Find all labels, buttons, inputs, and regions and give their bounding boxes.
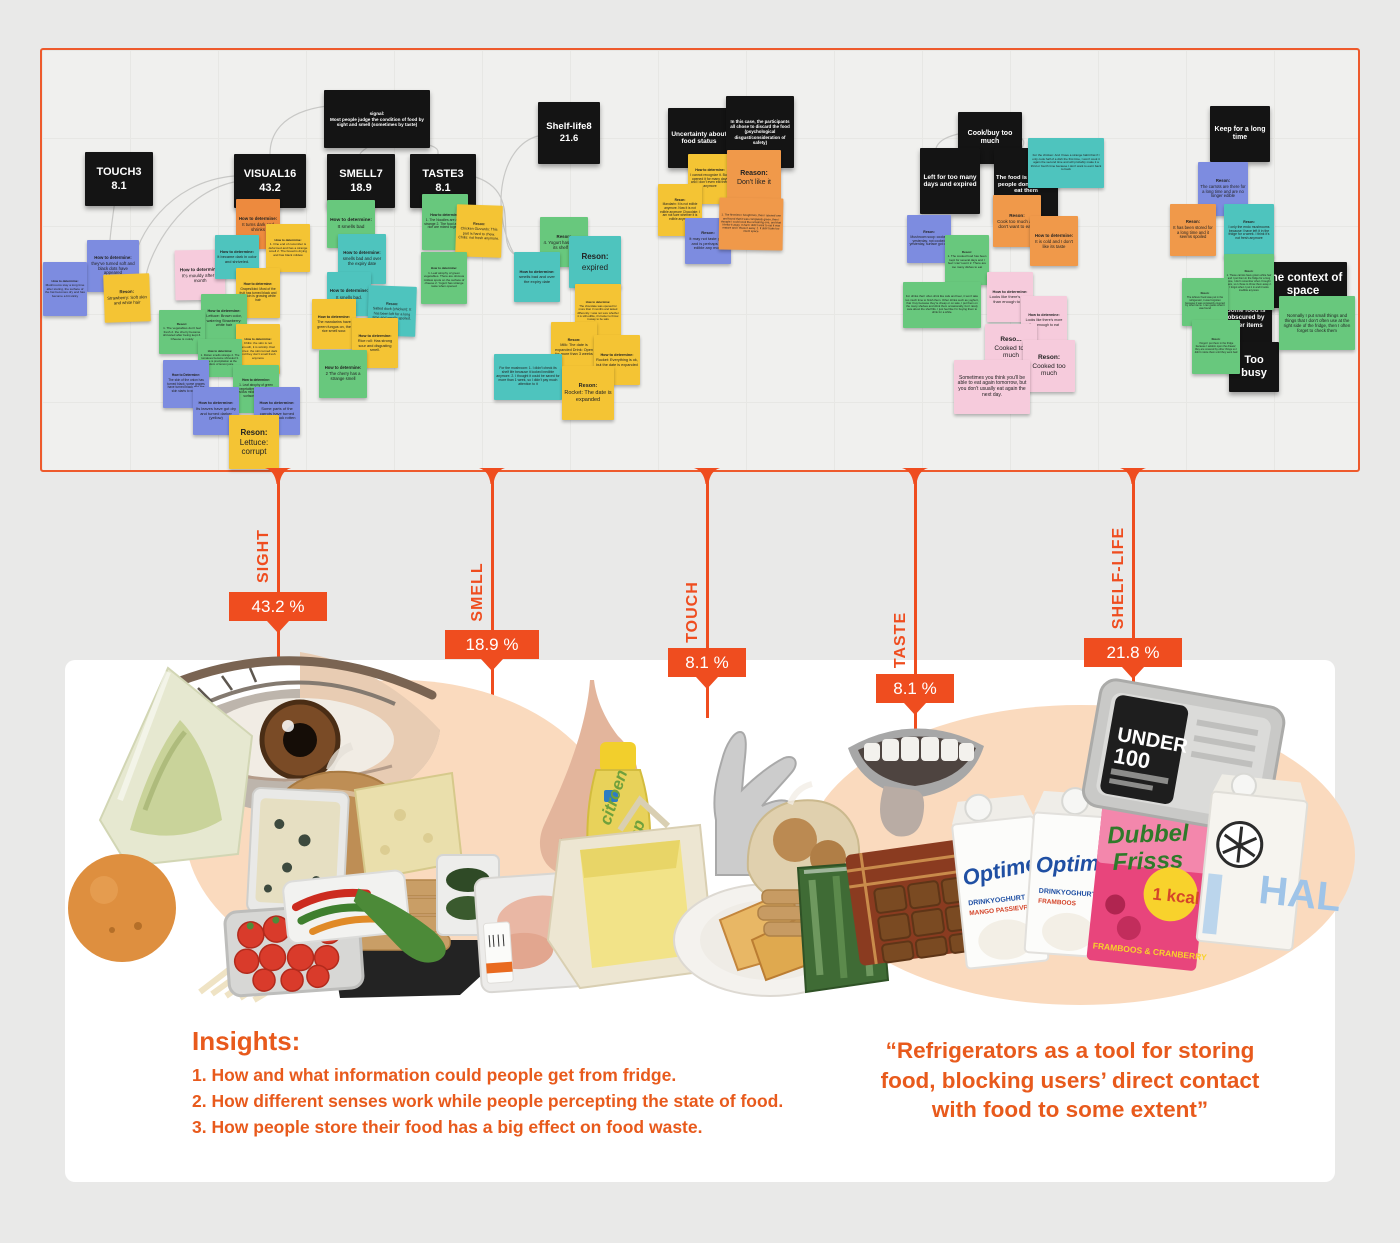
percentage-badge: 8.1 % xyxy=(668,648,746,677)
sticky-note: Reson: Mushroom soup: cooked yesterday, n… xyxy=(907,215,951,263)
svg-text:HAL: HAL xyxy=(1257,868,1343,920)
sense-label: TOUCH xyxy=(684,581,701,643)
sense-line xyxy=(1131,468,1135,702)
sticky-note: How to determine: Rocket: Everything is o… xyxy=(594,335,640,385)
sticky-note: How to determine: 1. One end of cucumber … xyxy=(266,224,310,272)
category-note: signal: Most people judge the condition o… xyxy=(324,90,430,148)
orange-fruit xyxy=(68,854,176,962)
sticky-note: Normally I put small things and things t… xyxy=(1279,296,1355,350)
category-note: Keep for a long time xyxy=(1210,106,1270,162)
sticky-note: How to determine: Mushrooms stay a long t… xyxy=(43,262,87,316)
food-collage: citroen sap xyxy=(68,652,1355,1005)
sticky-note: Reson: Chicken Gizzards: This part is har… xyxy=(455,204,503,258)
mouth-illustration xyxy=(848,728,984,837)
percentage-badge: 43.2 % xyxy=(229,592,327,621)
sense-line xyxy=(490,468,494,702)
sticky-note: Reson: It has been stored for a long time… xyxy=(1170,204,1216,256)
quote-block: “Refrigerators as a tool for storing foo… xyxy=(835,1036,1305,1125)
sticky-note: How to determine: Looks like there's more… xyxy=(1021,296,1067,344)
sticky-note: Reson: Strawberry: Soft skin and white ha… xyxy=(103,273,151,323)
sticky-note: Reson: 1. The vegetables don't feel fresh… xyxy=(159,310,205,354)
sticky-note: Reson: I only the endo mushrooms because … xyxy=(1224,204,1274,258)
sticky-note: Reson: Cooked too much xyxy=(1023,340,1075,392)
sticky-note: Reson: 1. The cooked food has been kept f… xyxy=(945,235,989,285)
sticky-note: Reson: The leftover food was put in the r… xyxy=(1182,278,1228,326)
butter-block xyxy=(546,795,717,990)
sticky-note: Reson: expired xyxy=(569,236,621,288)
sticky-note: How to determine: smells bad and over the… xyxy=(514,252,560,302)
badge-tail xyxy=(1122,667,1144,679)
sticky-note: Reson: Lettuce: corrupt xyxy=(229,415,279,469)
svg-text:Dubbel: Dubbel xyxy=(1107,819,1191,849)
sticky-note: For the chicken: And I have a strange ha… xyxy=(1028,138,1104,188)
badge-tail xyxy=(481,659,503,671)
insight-item: 3. How people store their food has a big… xyxy=(192,1117,703,1137)
sense-label: SMELL xyxy=(469,562,486,622)
sticky-note: Reason: Don't like it xyxy=(727,150,781,206)
insights-block: Insights: 1. How and what information co… xyxy=(192,1026,832,1138)
badge-tail xyxy=(696,677,718,689)
category-note: TOUCH3 8.1 xyxy=(85,152,153,206)
badge-tail xyxy=(267,621,289,633)
sticky-note: How to determine: The mandarins have gree… xyxy=(312,299,356,349)
percentage-badge: 8.1 % xyxy=(876,674,954,703)
percentage-badge: 21.8 % xyxy=(1084,638,1182,667)
svg-text:DRINKYOGHURT: DRINKYOGHURT xyxy=(1039,888,1097,899)
sticky-note: How to Determine: The skin of the onion h… xyxy=(163,360,209,408)
sticky-note: How to determine: 1. Leaf atrophy of gree… xyxy=(421,252,467,304)
affinity-board: signal: Most people judge the condition o… xyxy=(40,48,1360,472)
insights-title: Insights: xyxy=(192,1026,301,1056)
milk-carton: HAL xyxy=(1195,772,1343,952)
line-flare xyxy=(902,468,928,491)
sticky-note: Sometimes you think you'll be able to ea… xyxy=(954,360,1030,414)
sticky-note: For drinks that I often drink like cafe … xyxy=(903,282,981,328)
insight-item: 1. How and what information could people… xyxy=(192,1065,677,1085)
quote-line: food, blocking users’ direct contact xyxy=(880,1067,1260,1093)
sticky-note: Reson: Rocket: The date is expanded xyxy=(562,366,614,420)
line-flare xyxy=(694,468,720,491)
cabbage-bag xyxy=(98,666,254,868)
category-note: SMELL7 18.9 xyxy=(327,154,395,208)
category-note: Left for too many days and expired xyxy=(920,148,980,214)
category-note: Shelf-life8 21.6 xyxy=(538,102,600,164)
line-flare xyxy=(265,468,291,491)
sticky-note: For the mushroom: 1. I didn't check its … xyxy=(494,354,562,400)
quote-line: with food to some extent” xyxy=(931,1097,1209,1123)
svg-text:FRAMBOOS: FRAMBOOS xyxy=(1038,898,1077,908)
badge-tail xyxy=(904,703,926,715)
sense-label: SHELF-LIFE xyxy=(1110,526,1127,630)
sense-line xyxy=(705,468,709,718)
line-flare xyxy=(1120,468,1146,491)
sticky-note: How to determine: It is cold and I don't … xyxy=(1030,216,1078,266)
percentage-badge: 18.9 % xyxy=(445,630,539,659)
line-flare xyxy=(479,468,505,491)
quote-line: “Refrigerators as a tool for storing xyxy=(885,1038,1255,1063)
sense-line xyxy=(276,468,280,660)
sticky-note: Reson: 1. These carrots have grown white … xyxy=(1224,254,1274,310)
chili-tray xyxy=(282,869,446,963)
sticky-note: Reson: I forgot I put them in the fridge … xyxy=(1192,320,1240,374)
sense-label: SIGHT xyxy=(255,529,272,583)
svg-text:1 kcal: 1 kcal xyxy=(1152,884,1201,908)
sticky-note: 1. The first time I bought two, then I o… xyxy=(718,197,784,251)
sticky-note: How to determine: 2 The cherry has a stra… xyxy=(319,350,367,398)
sense-line xyxy=(913,468,917,744)
insight-item: 2. How different senses work while peopl… xyxy=(192,1091,784,1111)
